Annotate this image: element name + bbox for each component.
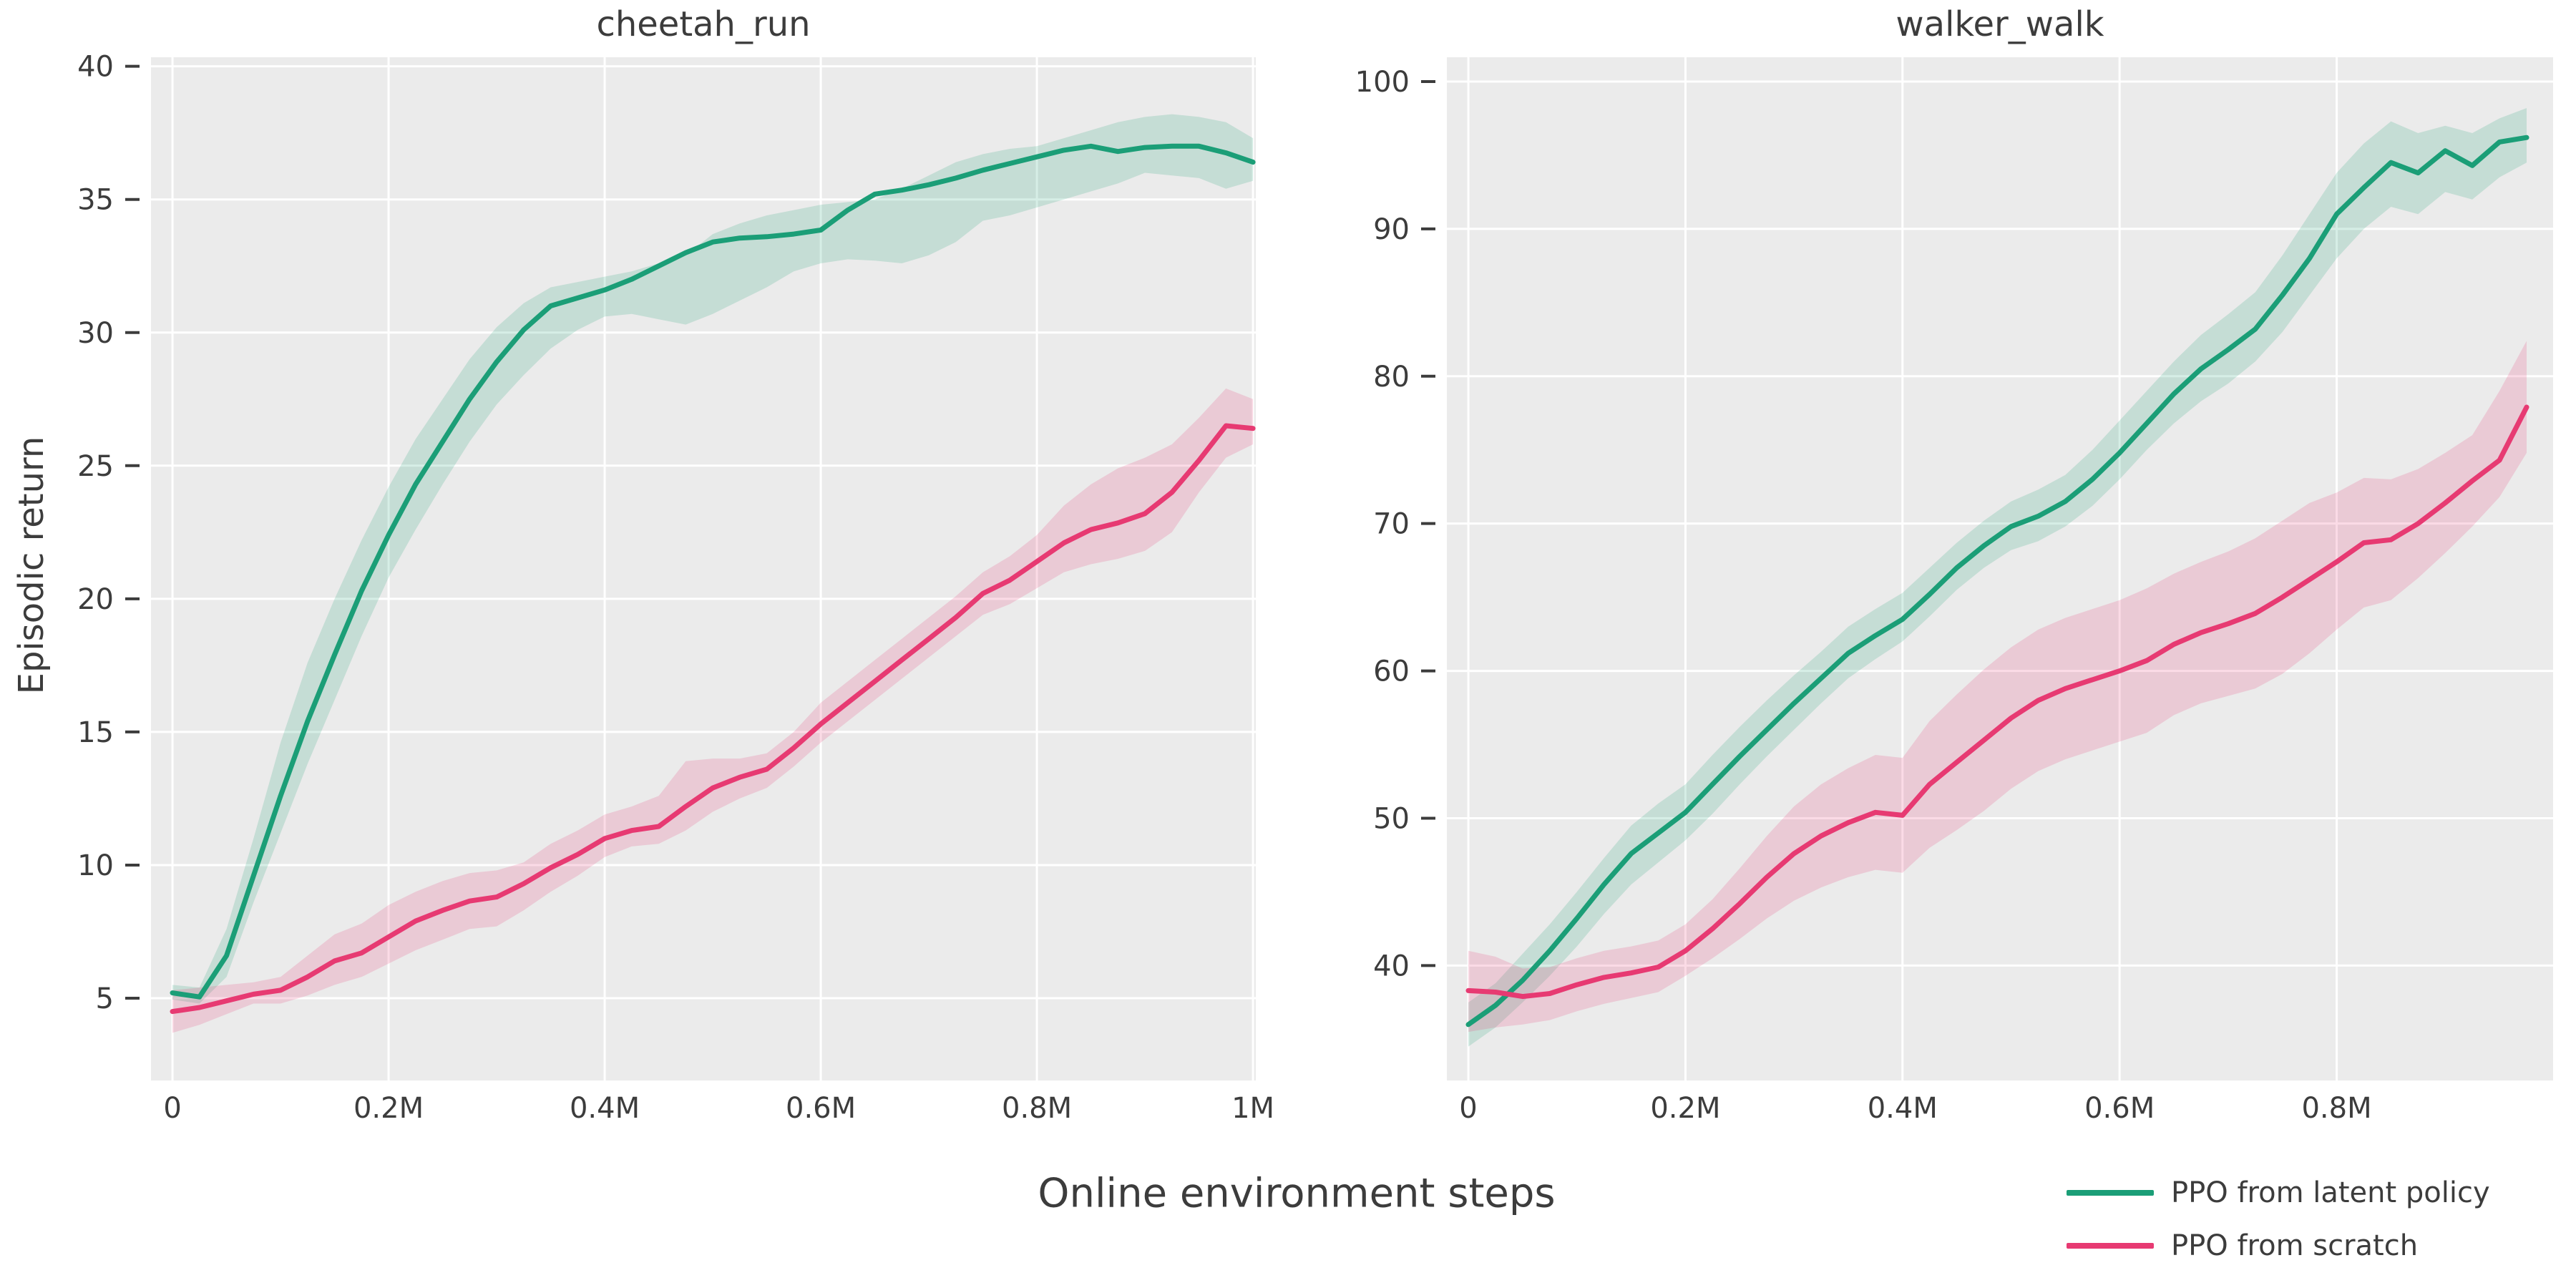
y-tick-label: 40 [77, 51, 114, 84]
legend: PPO from latent policy PPO from scratch [2067, 1166, 2490, 1272]
legend-item-latent-policy: PPO from latent policy [2067, 1166, 2490, 1219]
y-tick-label: 60 [1373, 655, 1410, 688]
series-line [1465, 135, 2529, 1028]
x-tick-label: 0.6M [786, 1092, 856, 1125]
confidence-band [172, 114, 1254, 1004]
y-tick-label: 10 [77, 849, 114, 882]
x-tick-label: 0.8M [2301, 1092, 2371, 1125]
y-tick-label: 100 [1355, 66, 1410, 99]
chart-cheetah_run: 5 10 15 20 25 30 35 40 0 0.2M 0.4M 0.6M 0.8M 1M [77, 51, 1274, 1125]
y-tick-label: 15 [77, 716, 114, 749]
x-tick-label: 0 [1459, 1092, 1477, 1125]
legend-label: PPO from latent policy [2171, 1176, 2490, 1209]
y-tick-label: 80 [1373, 361, 1410, 394]
x-tick-label: 0.2M [353, 1092, 424, 1125]
series-line [170, 143, 1256, 1000]
x-tick-label: 1M [1231, 1092, 1274, 1125]
y-tick-label: 25 [77, 450, 114, 483]
legend-line-swatch-pink [2067, 1243, 2154, 1249]
confidence-band [1468, 341, 2527, 1033]
legend-line-swatch-green [2067, 1190, 2154, 1196]
right-chart-title: walker_walk [1896, 4, 2104, 44]
legend-item-from-scratch: PPO from scratch [2067, 1219, 2490, 1272]
x-tick-label: 0 [163, 1092, 181, 1125]
x-tick-label: 0.4M [1868, 1092, 1938, 1125]
y-axis-label: Episodic return [11, 436, 52, 695]
x-tick-label: 0.6M [2084, 1092, 2155, 1125]
x-axis-label: Online environment steps [1038, 1170, 1556, 1217]
y-tick-label: 30 [77, 317, 114, 350]
x-tick-label: 0.8M [1002, 1092, 1072, 1125]
chart-walker_walk: 40 50 60 70 80 90 100 0 0.2M 0.4M 0.6M 0.8M [1355, 57, 2553, 1125]
series-line [1465, 404, 2529, 1000]
y-tick-label: 40 [1373, 950, 1410, 982]
y-tick-label: 70 [1373, 508, 1410, 541]
y-tick-label: 50 [1373, 802, 1410, 835]
y-tick-label: 5 [96, 982, 114, 1015]
plot-area [1447, 57, 2553, 1080]
confidence-band [1468, 108, 2527, 1047]
plot-area [151, 57, 1256, 1080]
y-tick-label: 20 [77, 583, 114, 616]
x-tick-label: 0.4M [570, 1092, 640, 1125]
series-line [170, 423, 1256, 1015]
y-tick-label: 90 [1373, 213, 1410, 246]
y-tick-label: 35 [77, 184, 114, 217]
x-tick-label: 0.2M [1650, 1092, 1720, 1125]
legend-label: PPO from scratch [2171, 1229, 2419, 1262]
left-chart-title: cheetah_run [596, 4, 811, 44]
